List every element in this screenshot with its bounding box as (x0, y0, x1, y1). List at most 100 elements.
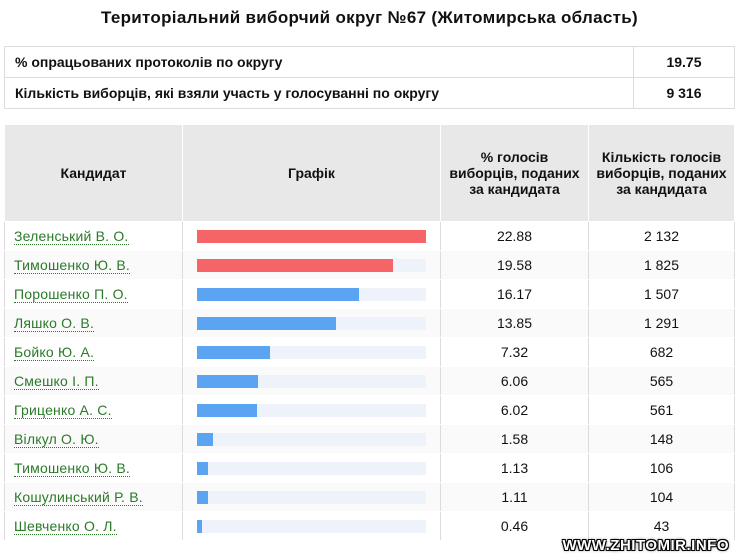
chart-cell (182, 250, 441, 280)
bar-fill (197, 229, 426, 243)
bar-fill (197, 287, 359, 301)
table-row: Гриценко А. С. 6.02 561 (4, 395, 735, 425)
percent-value: 1.11 (440, 482, 589, 512)
table-row: Бойко Ю. А. 7.32 682 (4, 337, 735, 367)
candidate-link[interactable]: Бойко Ю. А. (14, 344, 95, 361)
candidate-link[interactable]: Зеленський В. О. (14, 228, 129, 245)
candidate-link[interactable]: Шевченко О. Л. (14, 518, 117, 535)
count-value: 1 825 (588, 250, 735, 280)
percent-value: 13.85 (440, 308, 589, 338)
candidate-cell: Порошенко П. О. (4, 279, 183, 309)
table-row: Вілкул О. Ю. 1.58 148 (4, 424, 735, 454)
candidate-link[interactable]: Смешко І. П. (14, 373, 99, 390)
percent-value: 1.58 (440, 424, 589, 454)
candidate-cell: Шевченко О. Л. (4, 511, 183, 541)
candidate-cell: Бойко Ю. А. (4, 337, 183, 367)
candidate-link[interactable]: Вілкул О. Ю. (14, 431, 99, 448)
count-value: 43 (588, 511, 735, 541)
bar-fill (197, 461, 209, 475)
candidate-cell: Зеленський В. О. (4, 221, 183, 251)
candidate-cell: Кошулинський Р. В. (4, 482, 183, 512)
candidate-cell: Вілкул О. Ю. (4, 424, 183, 454)
bar-track (197, 258, 426, 272)
bar-track (197, 461, 426, 475)
header-candidate: Кандидат (4, 124, 183, 222)
chart-cell (182, 424, 441, 454)
table-row: Кошулинський Р. В. 1.11 104 (4, 482, 735, 512)
results-body: Зеленський В. О. 22.88 2 132 Тимошенко Ю. В… (4, 221, 735, 541)
bar-fill (197, 490, 209, 504)
bar-fill (197, 432, 213, 446)
chart-cell (182, 279, 441, 309)
percent-value: 0.46 (440, 511, 589, 541)
summary-table: % опрацьованих протоколів по округу 19.7… (4, 46, 735, 109)
chart-cell (182, 221, 441, 251)
bar-track (197, 432, 426, 446)
chart-cell (182, 453, 441, 483)
bar-track (197, 345, 426, 359)
summary-value: 19.75 (633, 46, 735, 78)
candidate-link[interactable]: Ляшко О. В. (14, 315, 95, 332)
table-row: Шевченко О. Л. 0.46 43 (4, 511, 735, 541)
candidate-cell: Тимошенко Ю. В. (4, 453, 183, 483)
percent-value: 1.13 (440, 453, 589, 483)
chart-cell (182, 482, 441, 512)
candidate-link[interactable]: Тимошенко Ю. В. (14, 460, 131, 477)
candidate-link[interactable]: Кошулинський Р. В. (14, 489, 143, 506)
candidate-cell: Ляшко О. В. (4, 308, 183, 338)
summary-value: 9 316 (633, 77, 735, 109)
table-row: Ляшко О. В. 13.85 1 291 (4, 308, 735, 338)
results-table: Кандидат Графік % голосів виборців, пода… (4, 124, 735, 541)
candidate-link[interactable]: Тимошенко Ю. В. (14, 257, 131, 274)
bar-fill (197, 519, 202, 533)
table-row: Зеленський В. О. 22.88 2 132 (4, 221, 735, 251)
percent-value: 7.32 (440, 337, 589, 367)
header-percent: % голосів виборців, поданих за кандидата (440, 124, 589, 222)
chart-cell (182, 511, 441, 541)
table-row: Тимошенко Ю. В. 19.58 1 825 (4, 250, 735, 280)
percent-value: 22.88 (440, 221, 589, 251)
percent-value: 16.17 (440, 279, 589, 309)
header-count: Кількість голосів виборців, поданих за к… (588, 124, 735, 222)
summary-row: % опрацьованих протоколів по округу 19.7… (4, 46, 735, 78)
summary-row: Кількість виборців, які взяли участь у г… (4, 77, 735, 109)
count-value: 148 (588, 424, 735, 454)
candidate-link[interactable]: Порошенко П. О. (14, 286, 128, 303)
percent-value: 6.02 (440, 395, 589, 425)
bar-track (197, 229, 426, 243)
candidate-cell: Смешко І. П. (4, 366, 183, 396)
count-value: 104 (588, 482, 735, 512)
count-value: 2 132 (588, 221, 735, 251)
results-header-row: Кандидат Графік % голосів виборців, пода… (4, 124, 735, 222)
table-row: Порошенко П. О. 16.17 1 507 (4, 279, 735, 309)
chart-cell (182, 395, 441, 425)
percent-value: 19.58 (440, 250, 589, 280)
candidate-cell: Тимошенко Ю. В. (4, 250, 183, 280)
percent-value: 6.06 (440, 366, 589, 396)
bar-fill (197, 374, 258, 388)
header-chart: Графік (182, 124, 441, 222)
summary-label: Кількість виборців, які взяли участь у г… (4, 77, 634, 109)
bar-fill (197, 403, 258, 417)
count-value: 1 507 (588, 279, 735, 309)
count-value: 106 (588, 453, 735, 483)
table-row: Тимошенко Ю. В. 1.13 106 (4, 453, 735, 483)
page-title: Територіальний виборчий округ №67 (Житом… (101, 8, 638, 27)
count-value: 1 291 (588, 308, 735, 338)
bar-track (197, 490, 426, 504)
bar-track (197, 403, 426, 417)
bar-track (197, 287, 426, 301)
chart-cell (182, 308, 441, 338)
count-value: 565 (588, 366, 735, 396)
table-row: Смешко І. П. 6.06 565 (4, 366, 735, 396)
count-value: 682 (588, 337, 735, 367)
candidate-link[interactable]: Гриценко А. С. (14, 402, 112, 419)
bar-track (197, 374, 426, 388)
watermark: WWW.ZHITOMIR.INFO (562, 537, 729, 554)
chart-cell (182, 337, 441, 367)
bar-track (197, 519, 426, 533)
chart-cell (182, 366, 441, 396)
bar-fill (197, 345, 271, 359)
candidate-cell: Гриценко А. С. (4, 395, 183, 425)
bar-fill (197, 258, 393, 272)
